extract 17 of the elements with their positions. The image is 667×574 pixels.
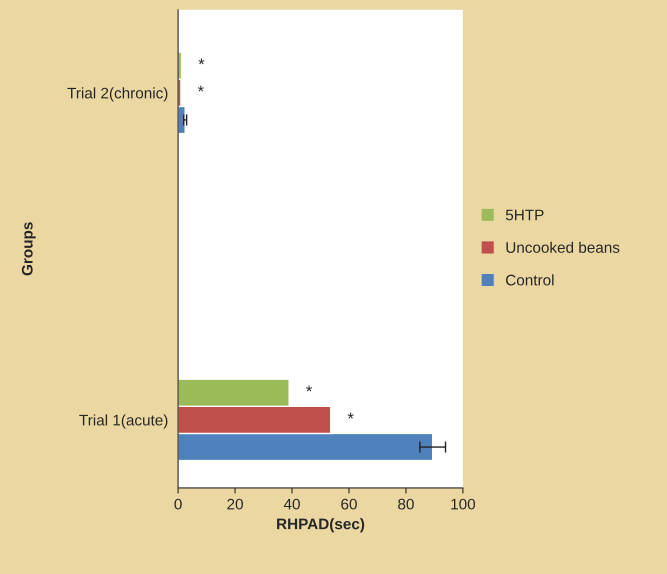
- data-label: *: [198, 86, 204, 92]
- x-axis-title: RHPAD(sec): [277, 518, 364, 532]
- x-tick-label: 60: [341, 498, 357, 510]
- x-tick-label: 40: [284, 498, 300, 510]
- data-label: *: [306, 386, 312, 392]
- data-label: *: [348, 412, 354, 419]
- x-tick-label: 80: [398, 498, 414, 510]
- legend-label: Uncooked beans: [506, 242, 620, 253]
- data-label: *: [198, 58, 204, 64]
- y-tick-label: Trial 1(acute): [79, 414, 168, 429]
- x-tick-label: 100: [451, 498, 476, 510]
- y-axis-title: Groups: [22, 222, 36, 276]
- legend-label: 5HTP: [506, 210, 544, 220]
- legend-label: Control: [506, 274, 554, 286]
- y-tick-label: Trial 2(chronic): [67, 87, 168, 102]
- x-tick-label: 20: [227, 498, 243, 510]
- x-tick-label: 0: [174, 498, 182, 510]
